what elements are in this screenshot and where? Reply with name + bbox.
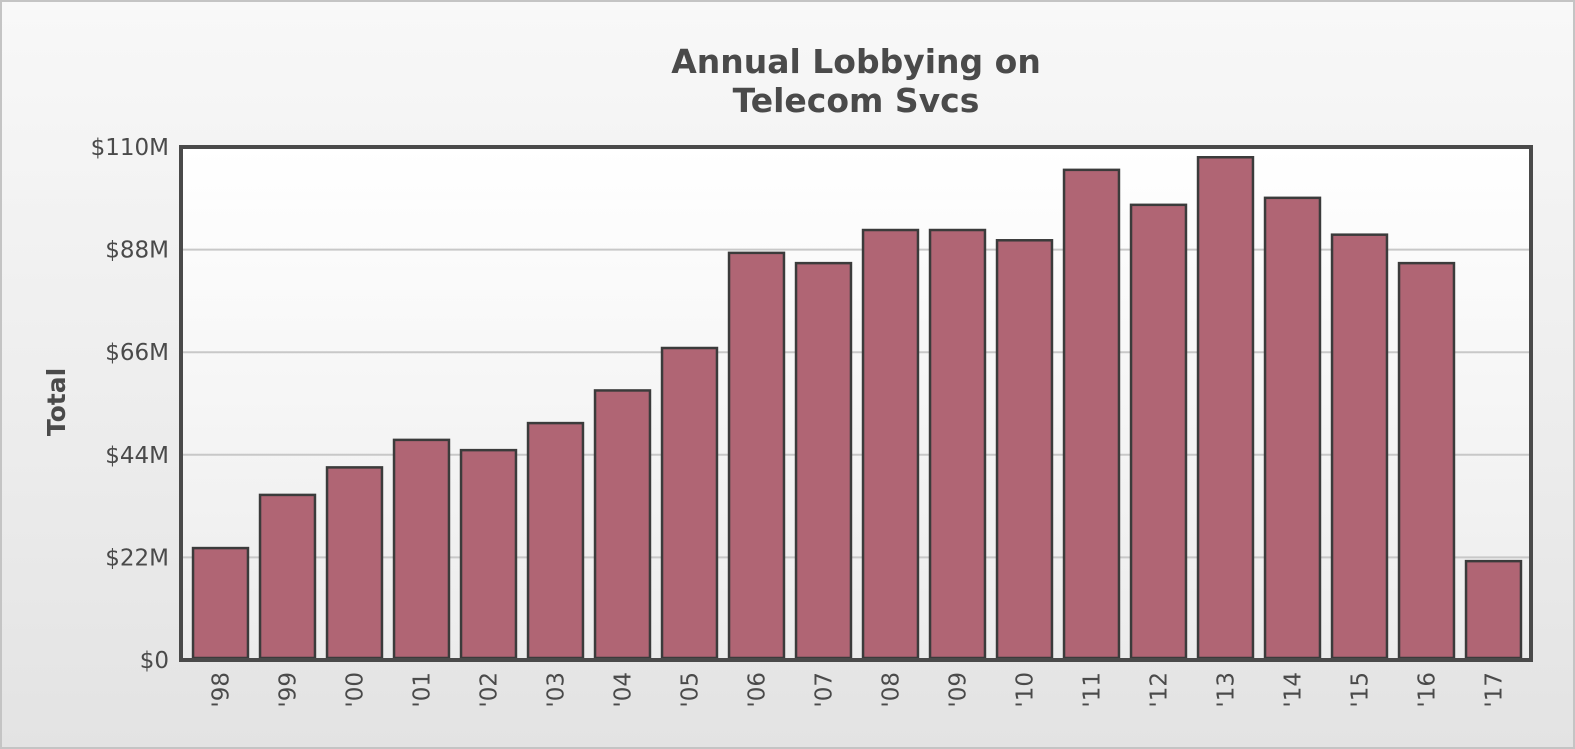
bar [392, 438, 451, 660]
x-tick-label: '03 [544, 672, 570, 708]
x-tick-label: '02 [477, 672, 503, 708]
x-tick-label: '13 [1214, 672, 1240, 708]
x-tick-label: '01 [410, 672, 436, 708]
x-tick-label: '00 [343, 672, 369, 708]
bar [1263, 196, 1322, 660]
chart-title-line-2: Telecom Svcs [733, 81, 980, 120]
y-tick-label: $44M [105, 443, 169, 469]
bar [459, 448, 518, 660]
x-axis-ticks: '98 '99 '00 '01 '02 '03 '04 '05 '06 '07 '08 '09 '10 '… [209, 672, 1508, 708]
bar [593, 389, 652, 660]
bar [1196, 156, 1255, 660]
x-tick-label: '15 [1348, 672, 1374, 708]
bar [928, 228, 987, 660]
x-tick-label: '11 [1080, 672, 1106, 708]
chart-title-line-1: Annual Lobbying on [671, 42, 1041, 81]
x-tick-label: '17 [1482, 672, 1508, 708]
bar [727, 251, 786, 660]
bar [1397, 261, 1456, 660]
y-axis-ticks: $0 $22M $44M $66M $88M $110M [91, 135, 169, 674]
bar [794, 261, 853, 660]
bars [191, 156, 1523, 660]
bar [1062, 168, 1121, 660]
y-tick-label: $22M [105, 545, 169, 571]
bar [1464, 559, 1523, 660]
x-tick-label: '16 [1415, 672, 1441, 708]
y-tick-label: $88M [105, 238, 169, 264]
x-tick-label: '12 [1147, 672, 1173, 708]
x-tick-label: '06 [745, 672, 771, 708]
bar [660, 346, 719, 660]
y-axis-label: Total [42, 368, 71, 436]
bar [1129, 203, 1188, 660]
bar [995, 239, 1054, 660]
plot-area [181, 147, 1531, 660]
x-tick-label: '09 [946, 672, 972, 708]
y-tick-label: $0 [140, 648, 169, 674]
x-tick-label: '04 [611, 672, 637, 708]
x-tick-label: '07 [812, 672, 838, 708]
bar [861, 228, 920, 660]
y-tick-label: $110M [91, 135, 169, 161]
x-tick-label: '08 [879, 672, 905, 708]
bar [191, 546, 250, 660]
bar [526, 421, 585, 660]
x-tick-label: '99 [276, 672, 302, 708]
bar [325, 466, 384, 660]
bar [1330, 233, 1389, 660]
bar [258, 493, 317, 660]
plot-border [179, 145, 1533, 662]
x-tick-label: '05 [678, 672, 704, 708]
x-tick-label: '10 [1013, 672, 1039, 708]
y-tick-label: $66M [105, 340, 169, 366]
x-tick-label: '98 [209, 672, 235, 708]
x-tick-label: '14 [1281, 672, 1307, 708]
